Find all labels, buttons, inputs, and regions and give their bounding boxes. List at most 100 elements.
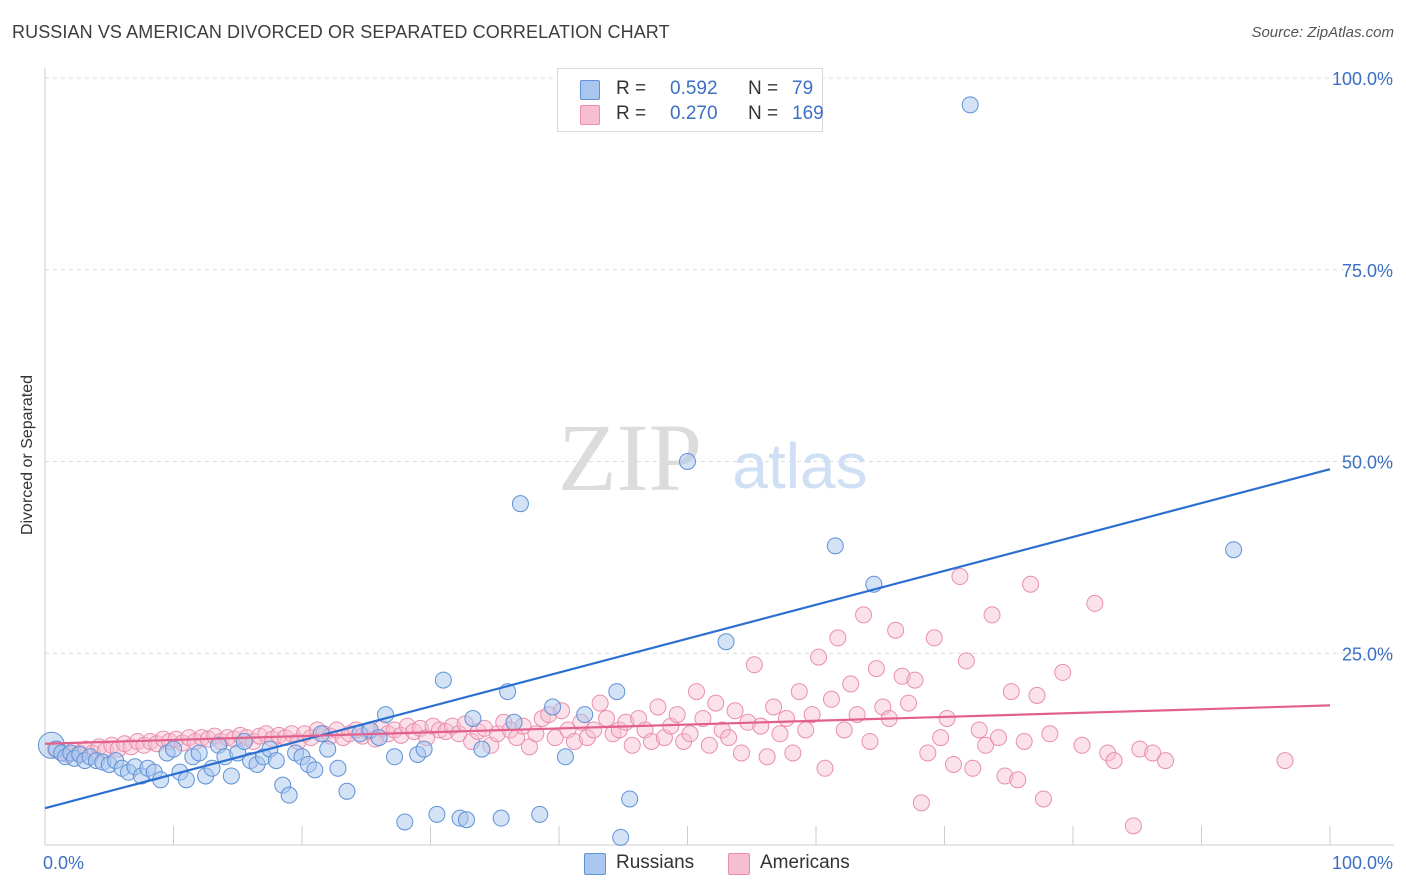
americans-point [668, 706, 686, 724]
russians-point [544, 698, 562, 716]
watermark-zip: ZIP [558, 404, 702, 511]
russians-point [505, 713, 523, 731]
americans-trend-line [44, 704, 1331, 745]
americans-point [790, 683, 808, 701]
americans-point [694, 709, 712, 727]
x-tick-label: 0.0% [43, 853, 84, 873]
americans-points [46, 568, 1294, 835]
x-tick-label: 100.0% [1332, 853, 1393, 873]
americans-point [270, 726, 288, 744]
americans-point [1028, 686, 1046, 704]
americans-point [842, 675, 860, 693]
americans-point [996, 767, 1014, 785]
legend-r-label: R = [616, 78, 647, 99]
americans-point [887, 621, 905, 639]
americans-point [623, 736, 641, 754]
americans-point [900, 694, 918, 712]
russians-point [826, 537, 844, 555]
russians-point [434, 671, 452, 689]
americans-swatch [728, 853, 750, 875]
russians-point [386, 748, 404, 766]
americans-point [835, 721, 853, 739]
russians-point [396, 813, 414, 831]
americans-point [700, 736, 718, 754]
americans-point [649, 698, 667, 716]
americans-point [989, 729, 1007, 747]
legend-n-value: 169 [792, 103, 824, 124]
americans-point [720, 729, 738, 747]
americans-point [957, 652, 975, 670]
russians-point [428, 805, 446, 823]
americans-point [681, 725, 699, 743]
russians-point [267, 752, 285, 770]
americans-point [970, 721, 988, 739]
americans-point [430, 721, 448, 739]
americans-point [867, 660, 885, 678]
legend-r-value: 0.592 [670, 78, 718, 99]
americans-point [1002, 683, 1020, 701]
americans-point [598, 709, 616, 727]
americans-point [983, 606, 1001, 624]
americans-point [1124, 817, 1142, 835]
americans-point [855, 606, 873, 624]
russians-trend-line [44, 468, 1331, 810]
americans-point [585, 721, 603, 739]
americans-point [475, 719, 493, 737]
americans-point [829, 629, 847, 647]
russians-points [37, 96, 1243, 846]
legend-n-value: 79 [792, 78, 814, 99]
russians-point [457, 811, 475, 829]
americans-point [777, 709, 795, 727]
russians-point [511, 495, 529, 513]
russians-point [280, 786, 298, 804]
americans-point [1131, 740, 1149, 758]
americans-point [810, 648, 828, 666]
americans-point [906, 671, 924, 689]
americans-swatch [580, 105, 600, 125]
americans-point [861, 732, 879, 750]
tick-labels: 25.0% 50.0% 75.0% 100.0% 0.0% 100.0% [43, 69, 1393, 873]
russians-point [492, 809, 510, 827]
americans-point [707, 694, 725, 712]
americans-point [919, 744, 937, 762]
americans-point [893, 667, 911, 685]
americans-point [745, 656, 763, 674]
russians-point [319, 740, 337, 758]
russians-point [177, 771, 195, 789]
russians-point [531, 805, 549, 823]
americans-point [1015, 732, 1033, 750]
russians-point [717, 633, 735, 651]
americans-point [912, 794, 930, 812]
americans-point [1086, 594, 1104, 612]
americans-point [977, 736, 995, 754]
americans-point [1073, 736, 1091, 754]
bottom-legend-label: Americans [760, 852, 850, 873]
legend-r-value: 0.270 [670, 103, 718, 124]
watermark-atlas: atlas [732, 430, 867, 502]
russians-point [464, 709, 482, 727]
americans-point [565, 732, 583, 750]
russians-point [306, 761, 324, 779]
russians-swatch [584, 853, 606, 875]
americans-point [944, 755, 962, 773]
americans-point [752, 717, 770, 735]
americans-point [1144, 744, 1162, 762]
americans-point [816, 759, 834, 777]
americans-point [392, 726, 410, 744]
americans-point [951, 568, 969, 586]
russians-point [165, 740, 182, 758]
americans-point [822, 690, 840, 708]
russians-point [329, 759, 347, 777]
trend-lines [44, 468, 1331, 810]
y-tick-label: 25.0% [1342, 644, 1393, 664]
russians-point [608, 683, 626, 701]
americans-point [1041, 725, 1059, 743]
americans-point [687, 683, 705, 701]
y-tick-label: 50.0% [1342, 453, 1393, 473]
americans-point [643, 732, 661, 750]
russians-point [612, 828, 630, 846]
legend-n-label: N = [748, 78, 779, 99]
americans-point [1034, 790, 1052, 808]
americans-point [784, 744, 802, 762]
